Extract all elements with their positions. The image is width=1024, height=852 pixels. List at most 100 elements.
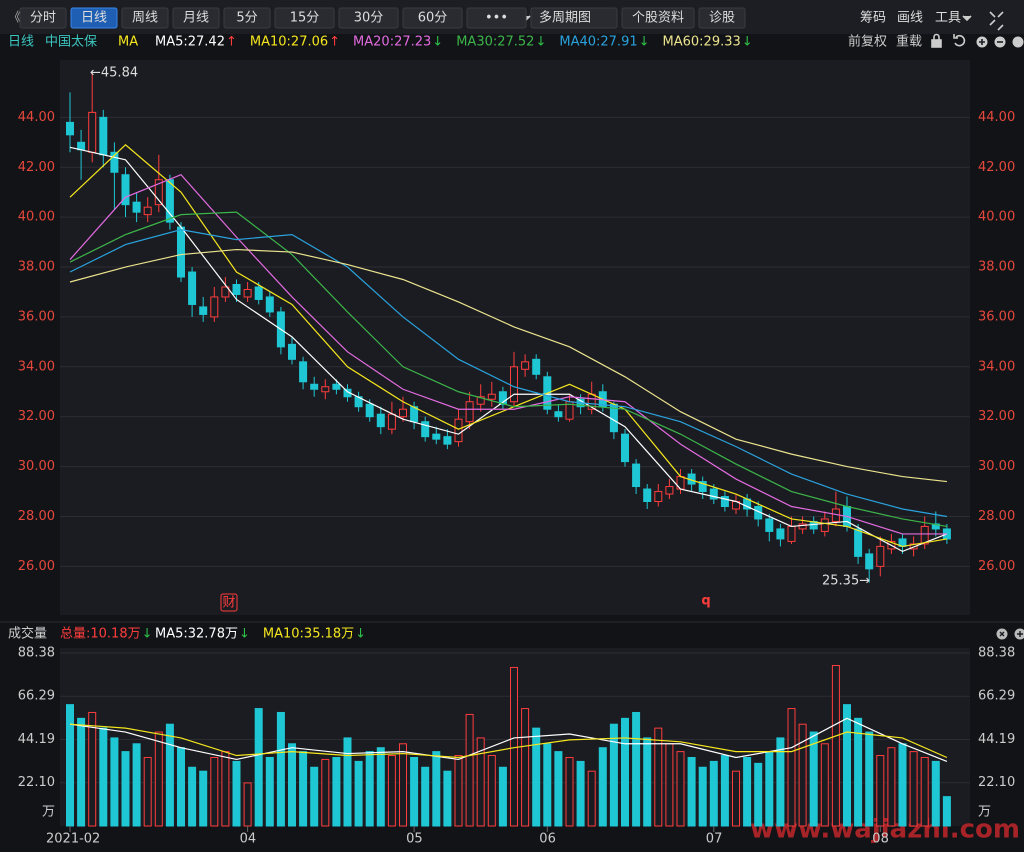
volume-bar (788, 709, 795, 826)
toolbar-button[interactable]: 30分 (354, 11, 384, 26)
candle-body (633, 464, 640, 486)
volume-bar (289, 744, 296, 826)
high-annotation: ←45.84 (90, 66, 138, 81)
volume-bar (588, 771, 595, 826)
legend-entry: MA5:27.42 (155, 35, 225, 50)
y-unit: 万 (42, 805, 55, 820)
toolbar-button[interactable]: 分时 (30, 11, 56, 26)
volume-bar (688, 757, 695, 826)
volume-bar (655, 728, 662, 826)
volume-bar (111, 738, 118, 826)
y2-tick-label: 36.00 (978, 309, 1015, 324)
candle-body (455, 419, 462, 441)
toolbar-right-button[interactable]: 画线 (897, 11, 923, 26)
back-button[interactable]: 《 (8, 11, 21, 26)
candle-body (266, 297, 273, 312)
y-tick-label: 42.00 (18, 160, 55, 175)
volume-bar (799, 724, 806, 826)
candle-body (488, 394, 495, 399)
event-marker[interactable]: q (701, 594, 710, 609)
y-tick-label: 38.00 (18, 260, 55, 275)
toolbar-button[interactable]: 诊股 (709, 11, 735, 26)
toolbar-right-button[interactable]: 筹码 (860, 10, 886, 26)
volume-bar (133, 744, 140, 826)
candle-body (666, 487, 673, 494)
candle-body (133, 202, 140, 212)
reload-button[interactable]: 重载 (896, 34, 922, 50)
finance-marker[interactable]: 财 (222, 596, 235, 611)
y2-unit: 万 (978, 805, 991, 820)
volume-bar (832, 665, 839, 826)
period-label: 日线 (8, 35, 34, 50)
candle-body (655, 492, 662, 502)
volume-bar (233, 761, 240, 826)
volume-bar (755, 763, 762, 826)
volume-title: 成交量 (8, 626, 47, 642)
volume-bar (455, 756, 462, 826)
candle-body (100, 117, 107, 154)
volume-bar (266, 757, 273, 826)
candle-body (533, 359, 540, 374)
y2-tick-label: 66.29 (978, 689, 1015, 704)
y2-tick-label: 28.00 (978, 509, 1015, 524)
volume-bar (166, 724, 173, 826)
y-tick-label: 66.29 (18, 689, 55, 704)
volume-bar (255, 709, 262, 826)
volume-bar (300, 752, 307, 826)
candle-body (866, 554, 873, 569)
volume-bar (577, 761, 584, 826)
toolbar-button[interactable]: 15分 (290, 11, 320, 26)
y2-tick-label: 44.19 (978, 732, 1015, 747)
candle-body (466, 402, 473, 422)
legend-entry: MA30:27.52 (456, 35, 534, 50)
candle-body (255, 287, 262, 299)
volume-bar (100, 728, 107, 826)
toolbar-button[interactable]: 5分 (236, 11, 257, 26)
toolbar-right-button[interactable]: 工具 (935, 11, 961, 26)
legend-entry: MA10:35.18万 (263, 627, 354, 642)
volume-bar (932, 761, 939, 826)
volume-bar (810, 732, 817, 826)
volume-bar (277, 712, 284, 826)
volume-bar (644, 738, 651, 826)
y2-tick-label: 32.00 (978, 409, 1015, 424)
toolbar-button[interactable]: 周线 (132, 11, 158, 26)
volume-bar (355, 761, 362, 826)
candle-body (766, 519, 773, 531)
volume-bar (178, 748, 185, 826)
toolbar-button[interactable]: 日线 (81, 11, 107, 26)
y-tick-label: 40.00 (18, 210, 55, 225)
volume-bar (333, 757, 340, 826)
adjust-button[interactable]: 前复权 (848, 34, 887, 50)
legend-entry: MA20:27.23 (353, 35, 431, 50)
y-tick-label: 88.38 (18, 646, 55, 661)
volume-bar (488, 756, 495, 826)
y-tick-label: 26.00 (18, 559, 55, 574)
toolbar-button[interactable]: 多周期图 (539, 10, 591, 26)
candle-body (311, 384, 318, 389)
volume-bar (877, 756, 884, 826)
y2-tick-label: 42.00 (978, 160, 1015, 175)
candle-body (178, 227, 185, 277)
volume-bar (366, 752, 373, 826)
volume-header-icons[interactable] (997, 629, 1024, 640)
toolbar-button[interactable]: 月线 (183, 11, 209, 26)
toolbar-button[interactable]: 个股资料 (632, 11, 684, 26)
candle-body (189, 272, 196, 304)
volume-bar (344, 738, 351, 826)
stock-name: 中国太保 (45, 35, 97, 50)
volume-bar (710, 761, 717, 826)
volume-bar (78, 718, 85, 826)
volume-bar (744, 757, 751, 826)
toolbar-button[interactable]: 60分 (418, 11, 448, 26)
toolbar-button[interactable]: ••• (485, 11, 508, 26)
volume-bar (566, 757, 573, 826)
price-plot (60, 60, 970, 615)
candle-body (444, 437, 451, 444)
volume-bar (766, 752, 773, 826)
volume-bar (633, 712, 640, 826)
y2-tick-label: 34.00 (978, 359, 1015, 374)
volume-bar (721, 756, 728, 826)
x-tick-label: 05 (406, 832, 423, 847)
